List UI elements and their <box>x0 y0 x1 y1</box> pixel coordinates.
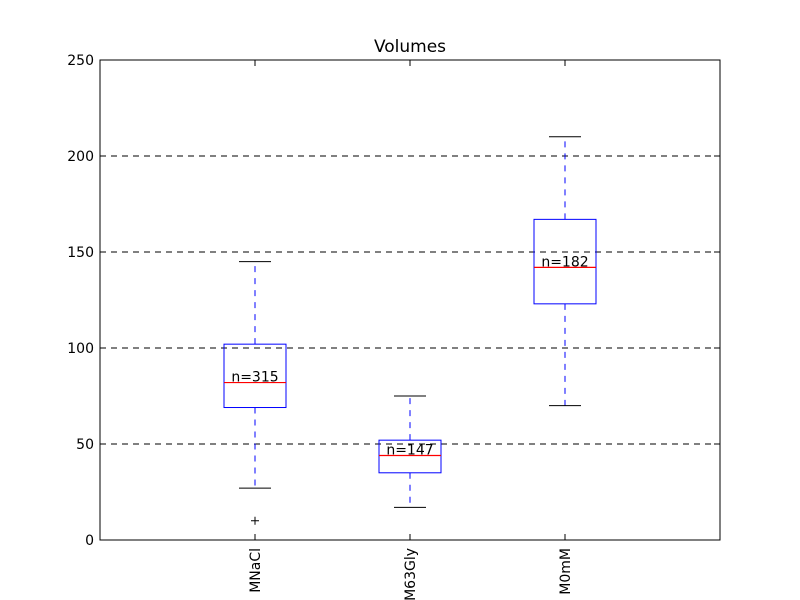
x-tick-label-m63gly: M63Gly <box>403 548 419 600</box>
x-tick-label-mnacl: MNaCl <box>248 548 264 593</box>
box-body <box>378 439 442 474</box>
grid-layer <box>100 155 720 445</box>
box-m63gly: n=147 <box>378 395 442 508</box>
box-body <box>533 218 597 305</box>
y-tick-label: 150 <box>67 245 94 261</box>
box-layer: n=315 n=147 n=182 <box>223 136 597 525</box>
y-tick-label: 250 <box>67 53 94 69</box>
plot-frame <box>99 59 721 541</box>
n-count-label: n=147 <box>386 443 433 459</box>
box-body <box>223 343 287 409</box>
y-tick-label: 50 <box>76 437 94 453</box>
tick-layer: 0 50 100 150 200 250 MNaCl M63Gly M0mM <box>67 53 720 600</box>
y-tick-label: 0 <box>85 533 94 549</box>
x-tick-label-m0mm: M0mM <box>558 548 574 595</box>
box-mnacl: n=315 <box>223 261 287 525</box>
box-m0mm: n=182 <box>533 136 597 407</box>
y-tick-label: 200 <box>67 149 94 165</box>
n-count-label: n=315 <box>231 370 278 386</box>
n-count-label: n=182 <box>541 254 588 270</box>
y-tick-label: 100 <box>67 341 94 357</box>
outlier-marker <box>251 516 259 525</box>
chart-title: Volumes <box>374 37 446 57</box>
